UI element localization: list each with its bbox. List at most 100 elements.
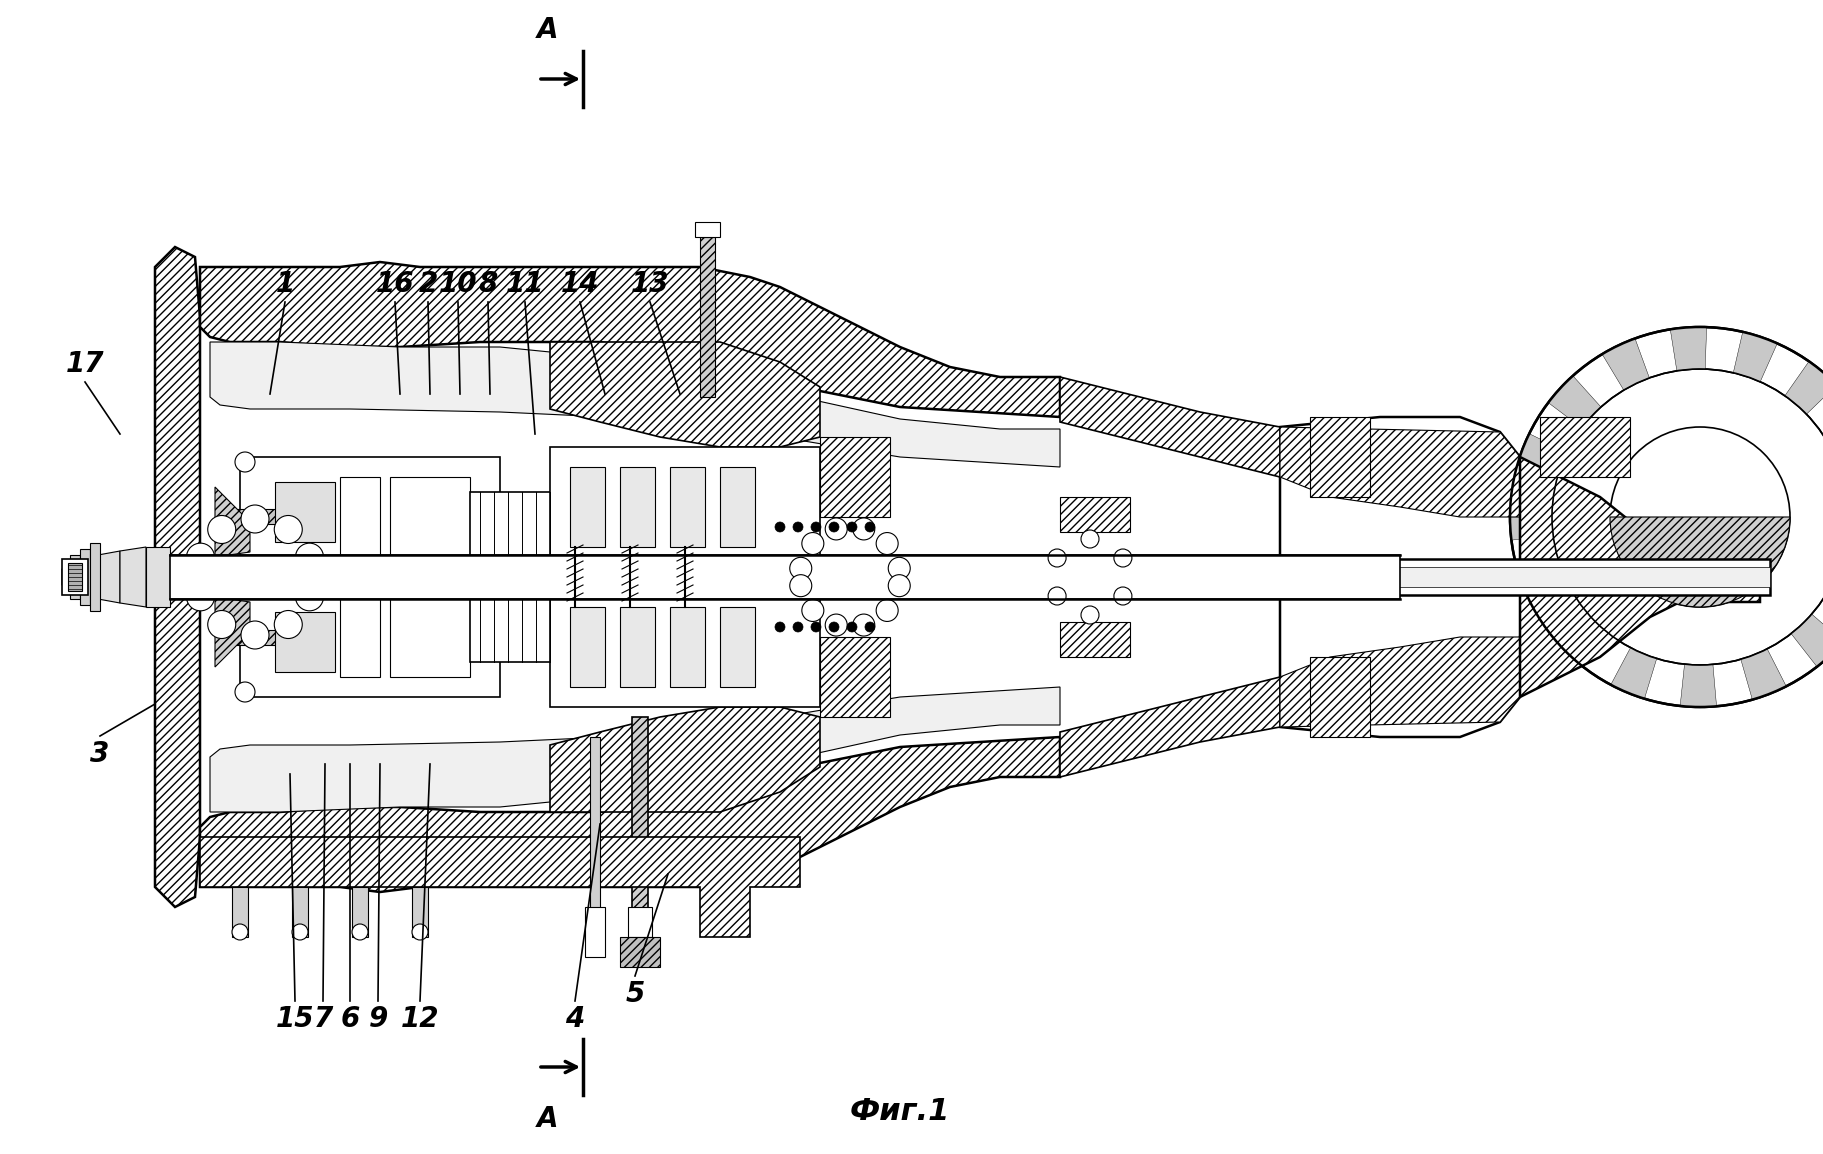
Circle shape: [824, 518, 846, 540]
Polygon shape: [1280, 637, 1519, 727]
Polygon shape: [201, 737, 1059, 892]
Polygon shape: [62, 565, 69, 589]
Circle shape: [775, 522, 784, 532]
Bar: [1280, 567, 1768, 587]
Circle shape: [853, 518, 875, 540]
Circle shape: [802, 599, 824, 622]
Circle shape: [1551, 369, 1823, 665]
Circle shape: [888, 575, 910, 597]
Circle shape: [828, 622, 839, 632]
Polygon shape: [69, 561, 82, 593]
Bar: [620, 607, 654, 687]
Polygon shape: [551, 342, 820, 447]
Bar: [669, 467, 706, 547]
Text: 11: 11: [505, 270, 543, 298]
Text: 1: 1: [275, 270, 295, 298]
Bar: [390, 477, 470, 557]
Text: 5: 5: [625, 980, 644, 1007]
Circle shape: [295, 544, 323, 571]
Bar: [170, 555, 1400, 599]
Polygon shape: [224, 630, 284, 645]
Text: Фиг.1: Фиг.1: [850, 1097, 950, 1126]
Polygon shape: [1280, 417, 1768, 737]
Bar: [390, 597, 470, 677]
Bar: [232, 887, 248, 937]
Polygon shape: [210, 342, 1059, 467]
Bar: [700, 237, 715, 397]
Circle shape: [241, 621, 268, 649]
Polygon shape: [820, 637, 890, 717]
Text: 15: 15: [275, 1005, 314, 1033]
Bar: [620, 467, 654, 547]
Bar: [67, 563, 82, 591]
Circle shape: [811, 622, 820, 632]
Circle shape: [793, 622, 802, 632]
Bar: [1280, 559, 1768, 595]
Circle shape: [775, 622, 784, 632]
Polygon shape: [1059, 677, 1280, 777]
Circle shape: [888, 557, 910, 579]
Circle shape: [273, 610, 303, 638]
Bar: [551, 447, 820, 707]
Circle shape: [793, 522, 802, 532]
Polygon shape: [82, 555, 98, 599]
Text: 17: 17: [66, 350, 104, 379]
Circle shape: [1081, 606, 1099, 624]
Circle shape: [811, 522, 820, 532]
Circle shape: [864, 622, 875, 632]
Polygon shape: [1059, 622, 1130, 657]
Polygon shape: [215, 487, 250, 557]
Polygon shape: [1519, 457, 1759, 697]
Bar: [569, 607, 605, 687]
Text: А: А: [538, 16, 558, 44]
Wedge shape: [1515, 434, 1566, 479]
Text: 2: 2: [417, 270, 438, 298]
Circle shape: [1081, 530, 1099, 548]
Polygon shape: [155, 247, 201, 907]
Circle shape: [232, 924, 248, 941]
Wedge shape: [1670, 327, 1706, 370]
Bar: [339, 477, 379, 557]
Polygon shape: [1059, 497, 1130, 532]
Text: 12: 12: [401, 1005, 439, 1033]
Bar: [669, 607, 706, 687]
Circle shape: [828, 522, 839, 532]
Bar: [352, 887, 368, 937]
Circle shape: [1114, 587, 1132, 605]
Circle shape: [208, 516, 235, 544]
Polygon shape: [201, 837, 800, 937]
Wedge shape: [1610, 517, 1788, 607]
Bar: [589, 737, 600, 917]
Circle shape: [292, 924, 308, 941]
Wedge shape: [1548, 376, 1601, 428]
Circle shape: [864, 522, 875, 532]
Circle shape: [235, 682, 255, 702]
Polygon shape: [820, 437, 890, 517]
Text: 8: 8: [478, 270, 498, 298]
Bar: [585, 907, 605, 957]
Polygon shape: [224, 509, 284, 524]
Circle shape: [273, 516, 303, 544]
Wedge shape: [1601, 338, 1648, 390]
Polygon shape: [1280, 427, 1519, 517]
Circle shape: [241, 505, 268, 533]
Circle shape: [789, 575, 811, 597]
Bar: [275, 612, 335, 672]
Bar: [62, 561, 69, 593]
Text: 13: 13: [631, 270, 669, 298]
Circle shape: [186, 544, 215, 571]
Wedge shape: [1732, 332, 1776, 382]
Circle shape: [1509, 327, 1823, 707]
Circle shape: [295, 583, 323, 610]
Wedge shape: [1610, 647, 1655, 698]
Circle shape: [1048, 549, 1065, 567]
Circle shape: [208, 610, 235, 638]
Wedge shape: [1739, 649, 1785, 699]
Polygon shape: [551, 707, 820, 812]
Bar: [412, 887, 428, 937]
Bar: [720, 467, 755, 547]
Text: 3: 3: [91, 740, 109, 769]
Circle shape: [1048, 587, 1065, 605]
Bar: [69, 555, 80, 599]
Polygon shape: [215, 597, 250, 667]
